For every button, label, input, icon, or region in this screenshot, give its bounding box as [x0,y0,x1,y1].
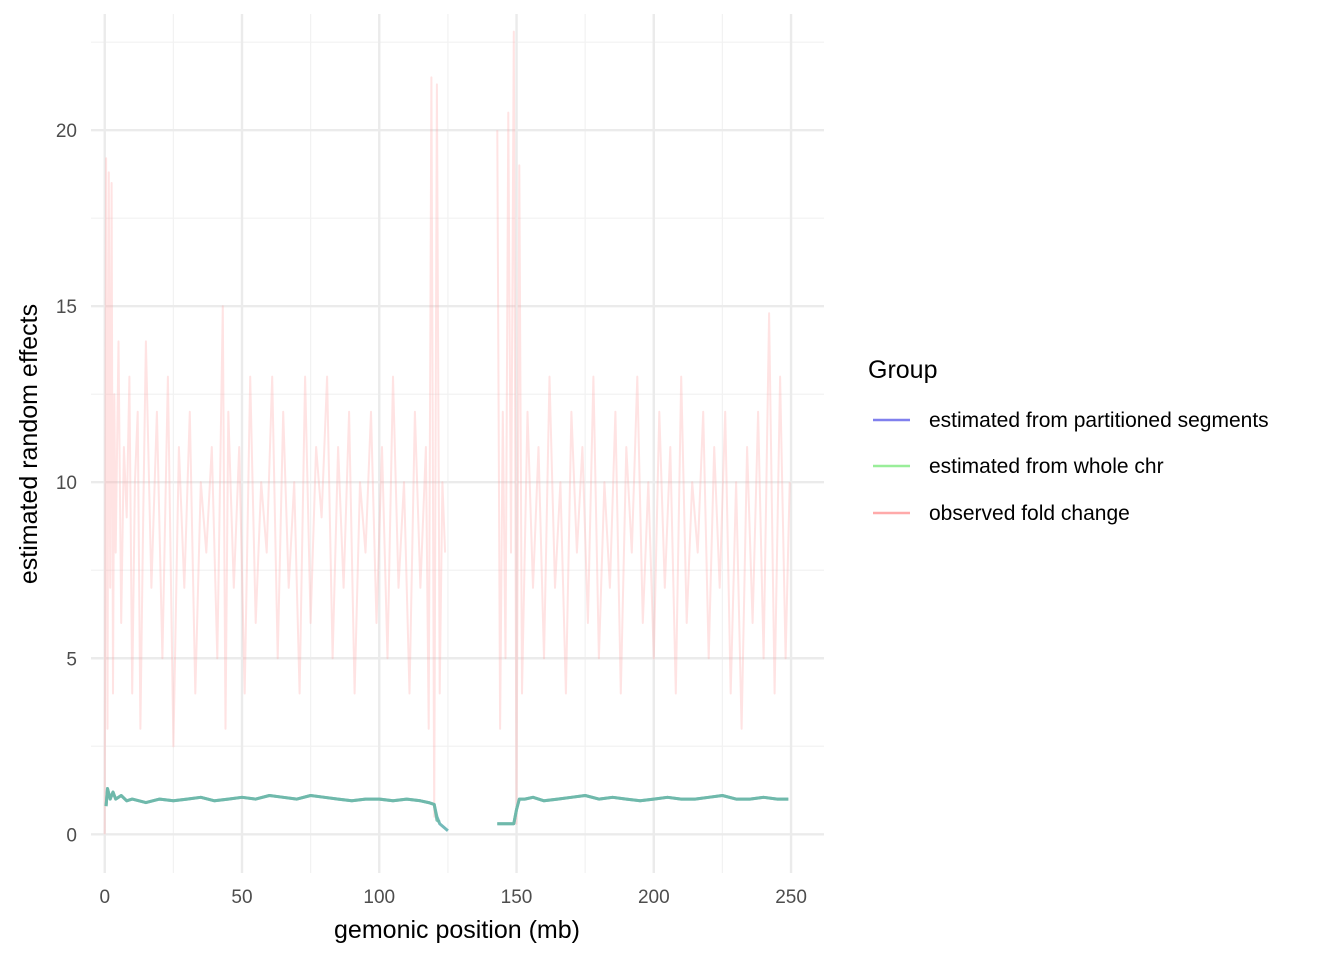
y-tick-label: 5 [66,649,77,670]
series-line-2 [103,30,791,835]
x-tick-labels: 0 50 100 150 200 250 [99,887,806,908]
legend: Group estimated from partitioned segment… [868,356,1269,525]
x-tick-label: 150 [501,887,533,908]
plot-panel [91,14,824,873]
y-tick-label: 20 [56,121,77,142]
legend-label-2: observed fold change [929,502,1130,525]
x-tick-label: 250 [775,887,807,908]
legend-label-1: estimated from whole chr [929,455,1164,478]
x-axis-title: gemonic position (mb) [334,916,580,944]
x-tick-label: 0 [99,887,110,908]
y-tick-labels: 0 5 10 15 20 [56,121,77,846]
series-line-0 [104,787,789,832]
series-line-1 [104,787,789,826]
grid-major [91,14,824,873]
x-tick-label: 200 [638,887,670,908]
x-tick-label: 100 [363,887,395,908]
y-tick-label: 0 [66,825,77,846]
legend-items: estimated from partitioned segments estim… [873,409,1269,525]
y-tick-label: 15 [56,297,77,318]
y-tick-label: 10 [56,473,77,494]
legend-title: Group [868,356,937,384]
legend-label-0: estimated from partitioned segments [929,409,1269,432]
x-tick-label: 50 [231,887,252,908]
series-layer [103,30,791,835]
grid-minor [91,14,824,873]
y-axis-title: estimated random effects [15,304,43,584]
